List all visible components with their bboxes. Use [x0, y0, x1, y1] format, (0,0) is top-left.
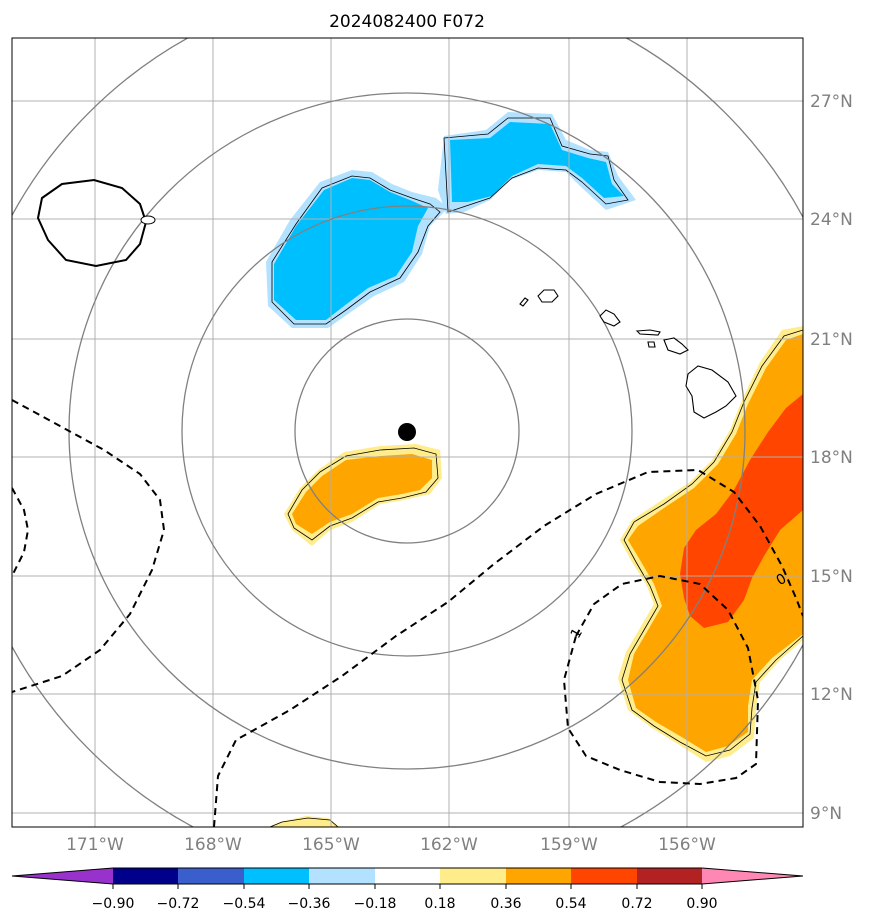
colorbar-tick-labels: −0.90 −0.72 −0.54 −0.36 −0.18 0.18 0.36 … — [92, 896, 718, 912]
lat-label-12n: 12°N — [810, 685, 853, 705]
map-panel: 0 1 — [12, 38, 803, 827]
thin-contour-pos-east — [621, 329, 803, 757]
latitude-labels: 27°N 24°N 21°N 18°N 15°N 12°N 9°N — [810, 92, 853, 824]
lat-label-18n: 18°N — [810, 448, 853, 468]
positive-anomaly-south-edge — [268, 816, 340, 827]
cb-label-1: −0.72 — [157, 896, 200, 912]
colorbar-segment-4 — [309, 868, 375, 884]
map-frame — [11, 37, 804, 828]
lon-label-168w: 168°W — [184, 835, 242, 855]
positive-anomaly-center — [292, 454, 432, 534]
cb-label-8: 0.72 — [621, 896, 652, 912]
negative-anomaly-east — [450, 122, 624, 202]
lat-label-27n: 27°N — [810, 92, 853, 112]
lon-label-171w: 171°W — [66, 835, 124, 855]
cb-label-4: −0.18 — [354, 896, 397, 912]
gridlines — [12, 38, 803, 827]
dashed-contour-south-east — [562, 574, 760, 786]
cb-label-5: 0.18 — [424, 896, 455, 912]
colorbar-segment-10 — [702, 868, 803, 884]
colorbar-segment-3 — [244, 868, 309, 884]
colorbar-segment-6 — [440, 868, 506, 884]
island-oahu — [599, 309, 621, 327]
dashed-contour-far-west — [12, 487, 30, 577]
lat-label-9n: 9°N — [810, 804, 842, 824]
lon-label-159w: 159°W — [540, 835, 598, 855]
cb-label-3: −0.36 — [288, 896, 331, 912]
map-title: 2024082400 F072 — [329, 12, 485, 32]
colorbar-segment-7 — [506, 868, 571, 884]
colorbar-segment-1 — [113, 868, 178, 884]
negative-anomaly-west — [274, 178, 428, 320]
colorbar-segment-8 — [571, 868, 637, 884]
longitude-labels: 171°W 168°W 165°W 162°W 159°W 156°W — [66, 835, 716, 855]
cb-label-6: 0.36 — [490, 896, 521, 912]
cb-label-2: −0.54 — [223, 896, 266, 912]
dashed-contour-diagonal — [213, 468, 803, 827]
contour-label-marker — [140, 215, 156, 225]
island-kauai — [537, 289, 559, 303]
dashed-contours — [12, 399, 803, 827]
colorbar-segment-2 — [178, 868, 244, 884]
range-ring-1 — [294, 318, 520, 544]
colorbar-ticks — [112, 884, 703, 889]
dashed-contour-west — [12, 399, 166, 693]
colorbar: −0.90 −0.72 −0.54 −0.36 −0.18 0.18 0.36 … — [11, 867, 804, 912]
thin-contour-neg-east — [443, 117, 629, 213]
thin-contour-south — [269, 817, 339, 827]
lat-label-24n: 24°N — [810, 210, 853, 230]
island-lanai — [647, 341, 656, 348]
thin-contour-pos-center — [287, 447, 439, 541]
lon-label-165w: 165°W — [302, 835, 360, 855]
range-ring-2 — [181, 205, 633, 657]
island-big-island — [685, 365, 737, 419]
lat-label-21n: 21°N — [810, 330, 853, 350]
lon-label-156w: 156°W — [658, 835, 716, 855]
bold-contours — [36, 178, 148, 268]
lon-label-162w: 162°W — [420, 835, 478, 855]
colorbar-segment-9 — [637, 868, 702, 884]
shaded-field — [266, 112, 803, 827]
colorbar-segment-5 — [375, 868, 440, 884]
island-maui — [663, 337, 689, 355]
colorbar-segment-0 — [12, 868, 113, 884]
island-niihau — [519, 297, 529, 307]
colorbar-segments — [12, 868, 803, 884]
lat-label-15n: 15°N — [810, 567, 853, 587]
cb-label-7: 0.54 — [555, 896, 586, 912]
island-molokai — [635, 329, 661, 336]
cb-label-9: 0.90 — [686, 896, 717, 912]
closed-contour-northwest — [36, 178, 148, 268]
storm-center-marker — [398, 423, 416, 441]
cb-label-0: −0.90 — [92, 896, 135, 912]
strong-positive-anomaly — [680, 394, 803, 628]
coastlines — [519, 289, 737, 419]
